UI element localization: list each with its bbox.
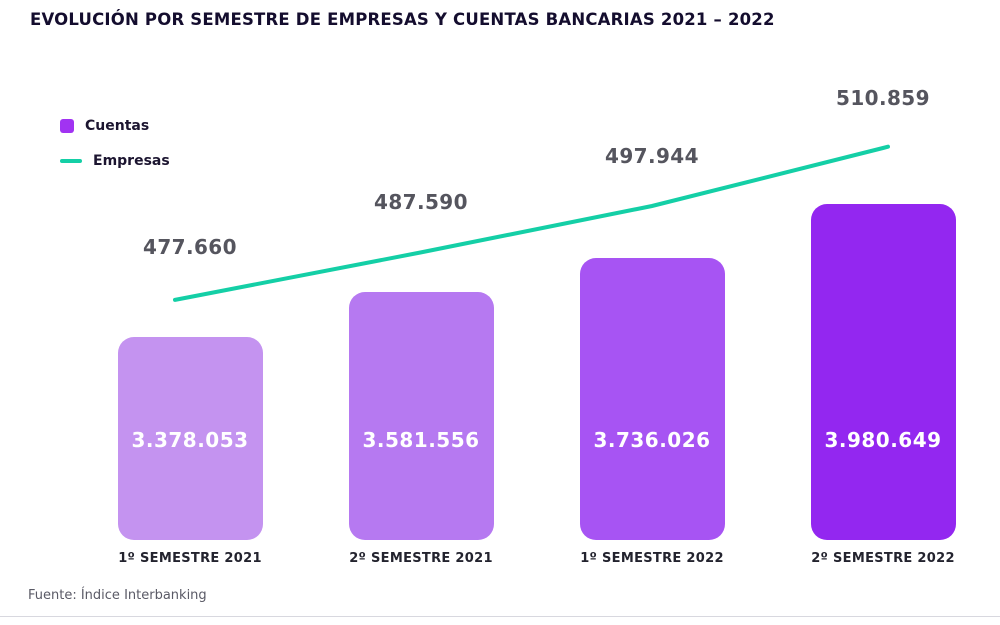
empresas-line-icon: [60, 159, 82, 163]
category-label: 2º SEMESTRE 2021: [349, 551, 493, 566]
bar-value-label: 3.980.649: [824, 428, 942, 452]
category-label: 1º SEMESTRE 2021: [118, 551, 262, 566]
empresas-value-label: 497.944: [605, 143, 699, 168]
empresas-value-label: 477.660: [143, 235, 237, 259]
bar-cuentas-sem3: [579, 258, 725, 540]
bar-value-label: 3.581.556: [362, 428, 480, 452]
empresas-value-label: 510.859: [836, 86, 930, 110]
category-label: 2º SEMESTRE 2022: [811, 551, 955, 566]
empresas-line-path: [173, 144, 890, 302]
legend-item-cuentas: Cuentas: [60, 117, 170, 135]
legend-item-empresas: Empresas: [60, 152, 170, 170]
chart-title: EVOLUCIÓN POR SEMESTRE DE EMPRESAS Y CUE…: [30, 10, 775, 29]
category-label: 1º SEMESTRE 2022: [580, 551, 724, 566]
legend-label-empresas: Empresas: [93, 153, 170, 169]
bar-cuentas-sem2: [348, 292, 494, 540]
bar-cuentas-sem1: [117, 337, 263, 540]
empresas-value-label: 487.590: [374, 190, 468, 215]
bottom-divider: [0, 616, 1000, 617]
legend: Cuentas Empresas: [60, 117, 170, 187]
legend-label-cuentas: Cuentas: [85, 118, 150, 134]
bar-cuentas-sem4: [810, 204, 956, 540]
source-note: Fuente: Índice Interbanking: [28, 588, 207, 603]
cuentas-swatch-icon: [60, 119, 74, 133]
bar-value-label: 3.378.053: [131, 428, 249, 452]
bar-value-label: 3.736.026: [593, 428, 711, 452]
